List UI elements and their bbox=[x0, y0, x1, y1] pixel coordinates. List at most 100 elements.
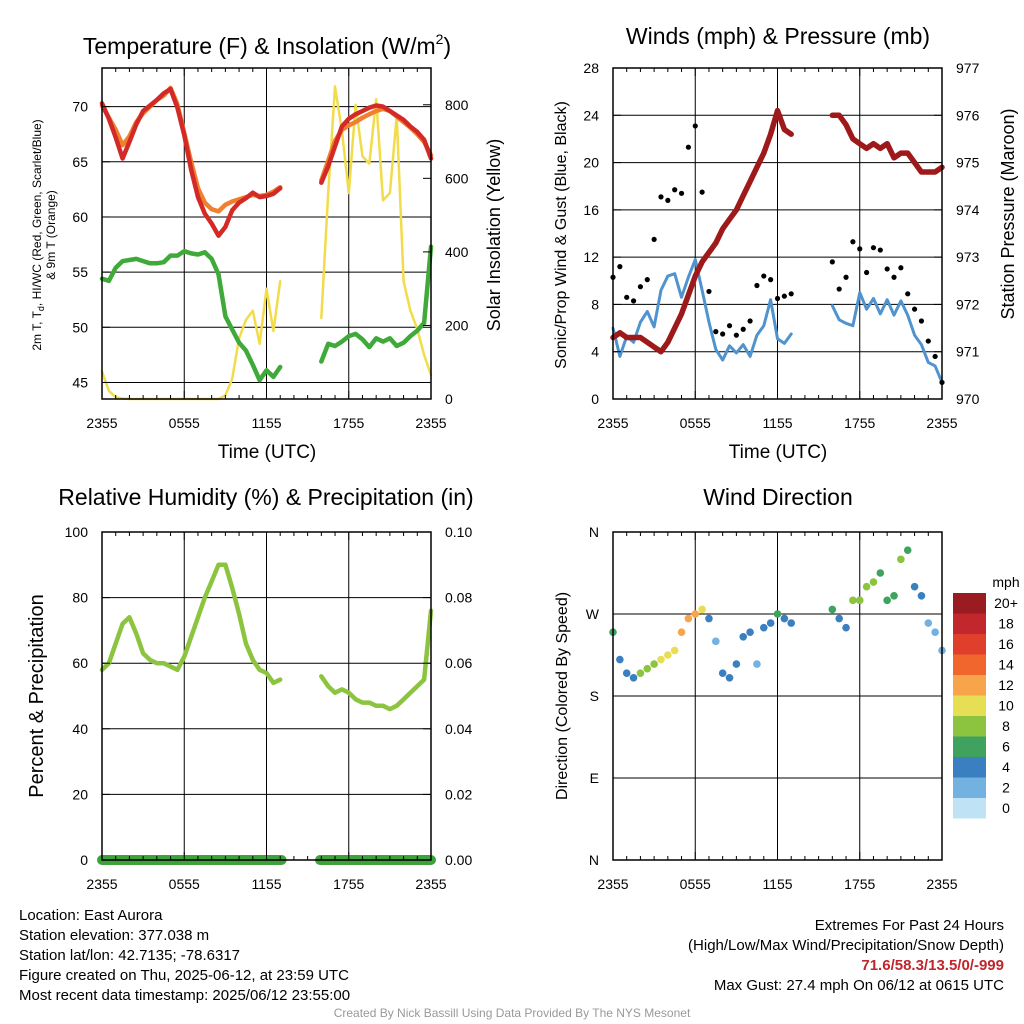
y2-tick-label: 0.06 bbox=[445, 655, 472, 671]
pressure-line bbox=[610, 107, 794, 355]
gust-point bbox=[699, 189, 705, 195]
direction-point bbox=[842, 623, 850, 632]
series-line-temperature bbox=[99, 86, 283, 238]
x-tick-label: 2355 bbox=[86, 876, 117, 892]
winds-grid bbox=[613, 68, 942, 399]
gust-point bbox=[713, 329, 719, 335]
x-tick-label: 2355 bbox=[926, 415, 957, 431]
direction-point bbox=[910, 582, 919, 591]
x-tick-label: 1755 bbox=[333, 876, 364, 892]
station-elevation: Station elevation: 377.038 m bbox=[19, 927, 210, 944]
colorbar-label: 18 bbox=[998, 616, 1014, 632]
x-tick-label: 2355 bbox=[86, 415, 117, 431]
x-tick-label: 2355 bbox=[415, 415, 446, 431]
series-line-dewpoint bbox=[99, 248, 283, 383]
winds-ylabel: Sonic/Prop Wind & Gust (Blue, Black) bbox=[553, 101, 570, 369]
colorbar-cell bbox=[953, 777, 986, 798]
plot-frame bbox=[101, 531, 432, 861]
gust-point bbox=[685, 144, 691, 150]
colorbar-cell bbox=[953, 654, 986, 675]
gust-point bbox=[788, 291, 794, 297]
gust-point bbox=[644, 277, 650, 283]
direction-point bbox=[759, 623, 768, 632]
y-tick-label: 12 bbox=[583, 249, 599, 265]
humidity-axes: 2355 0555 1155 1755 2355 0 20 40 60 80 100 0.00 0.02… bbox=[65, 524, 473, 892]
direction-point bbox=[890, 591, 898, 600]
y2-tick-label: 974 bbox=[956, 202, 980, 218]
direction-point bbox=[849, 596, 857, 605]
y-tick-label: 65 bbox=[72, 154, 88, 170]
extremes-values: 71.6/58.3/13.5/0/-999 bbox=[861, 957, 1004, 974]
y-tick-label: 20 bbox=[72, 786, 88, 802]
series-line-insolation bbox=[100, 280, 282, 401]
wind-speed-line bbox=[611, 258, 793, 362]
x-tick-label: 2355 bbox=[926, 876, 957, 892]
direction-title: Wind Direction bbox=[703, 484, 853, 510]
gust-point bbox=[651, 236, 657, 243]
y2-tick-label: 970 bbox=[956, 391, 980, 407]
speed-colorbar: mph 20+ 18 16 14 12 10 8 6 4 2 0 bbox=[953, 574, 1020, 819]
y-tick-label: 60 bbox=[72, 655, 88, 671]
gust-point bbox=[891, 274, 897, 280]
y-tick-label: 0 bbox=[591, 391, 599, 407]
temperature-axes: 2355 0555 1155 1755 2355 45 50 55 60 65 70 0 200 400 6… bbox=[72, 67, 469, 431]
x-tick-label: 0555 bbox=[169, 415, 200, 431]
direction-point bbox=[897, 555, 905, 564]
gust-point bbox=[768, 277, 774, 283]
x-tick-label: 1155 bbox=[762, 415, 792, 431]
gust-point bbox=[864, 269, 870, 276]
series-line-temperature bbox=[319, 103, 434, 185]
wind-speed-line bbox=[830, 291, 944, 384]
direction-point bbox=[684, 614, 693, 623]
insolation-ylabel: Solar Insolation (Yellow) bbox=[484, 139, 504, 331]
series-line-insolation bbox=[320, 85, 433, 377]
y2-tick-label: 400 bbox=[445, 244, 469, 260]
colorbar-label: 0 bbox=[1002, 800, 1010, 816]
direction-point bbox=[691, 610, 700, 618]
y-tick-label: N bbox=[589, 524, 599, 540]
x-tick-label: 2355 bbox=[597, 876, 628, 892]
direction-point bbox=[869, 578, 878, 586]
gust-point bbox=[740, 326, 746, 332]
temperature-panel: Temperature (F) & Insolation (W/m2) 2355… bbox=[30, 31, 504, 463]
y-tick-label: 55 bbox=[72, 264, 88, 280]
colorbar-cell bbox=[953, 716, 986, 737]
y2-tick-label: 0 bbox=[445, 391, 453, 407]
direction-point bbox=[855, 596, 864, 605]
gust-point bbox=[720, 331, 726, 337]
y-tick-label: 50 bbox=[72, 319, 88, 335]
humidity-grid bbox=[102, 532, 431, 860]
direction-point bbox=[862, 582, 871, 591]
direction-point bbox=[664, 651, 672, 659]
direction-point bbox=[835, 614, 843, 623]
colorbar-cell bbox=[953, 634, 986, 655]
direction-panel: Wind Direction 2355 0555 1155 1755 2355 N E S W N… bbox=[554, 484, 1020, 892]
colorbar-cell bbox=[953, 798, 986, 819]
credit-line: Created By Nick Bassill Using Data Provi… bbox=[333, 1006, 691, 1020]
winds-panel: Winds (mph) & Pressure (mb) 2355 0555 1155… bbox=[553, 23, 1018, 463]
extremes-subtitle: (High/Low/Max Wind/Precipitation/Snow De… bbox=[688, 937, 1004, 954]
y2-tick-label: 200 bbox=[445, 317, 469, 333]
colorbar-cell bbox=[953, 695, 986, 716]
humidity-panel: Relative Humidity (%) & Precipitation (i… bbox=[26, 484, 474, 892]
y2-tick-label: 976 bbox=[956, 107, 980, 123]
y-tick-label: 60 bbox=[72, 209, 88, 225]
direction-axes: 2355 0555 1155 1755 2355 N E S W N bbox=[586, 524, 958, 892]
humidity-line bbox=[319, 608, 434, 712]
gust-point bbox=[884, 266, 890, 272]
temperature-ylabel: 2m T, Td, HI/WC (Red, Green, Scarlet/Blu… bbox=[30, 119, 46, 350]
x-tick-label: 1155 bbox=[251, 876, 281, 892]
direction-marks bbox=[609, 546, 946, 682]
direction-point bbox=[705, 614, 713, 623]
recent-timestamp: Most recent data timestamp: 2025/06/12 2… bbox=[19, 987, 351, 1004]
gust-point bbox=[637, 284, 644, 290]
direction-point bbox=[657, 655, 665, 664]
extremes-title: Extremes For Past 24 Hours bbox=[814, 917, 1004, 934]
temperature-title: Temperature (F) & Insolation (W/m2) bbox=[83, 31, 451, 59]
y-tick-label: 100 bbox=[65, 524, 89, 540]
gust-point bbox=[774, 295, 781, 302]
x-tick-label: 2355 bbox=[415, 876, 446, 892]
direction-point bbox=[643, 664, 652, 673]
x-tick-label: 1155 bbox=[762, 876, 792, 892]
